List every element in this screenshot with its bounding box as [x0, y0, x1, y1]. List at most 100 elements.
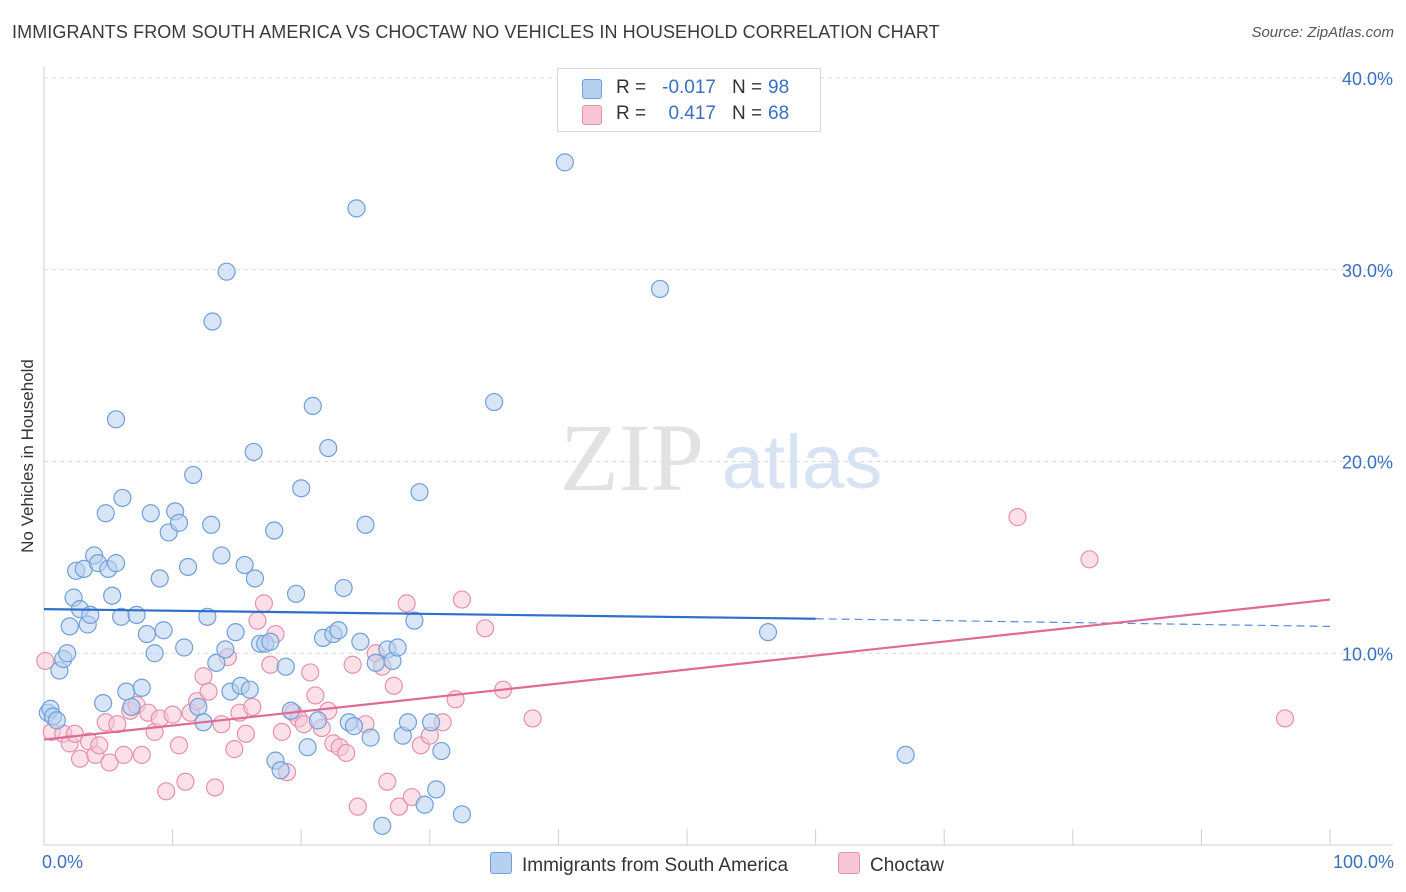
- immigrants-point: [150, 569, 169, 588]
- choctaw-point: [132, 745, 151, 764]
- immigrants-point: [758, 623, 778, 642]
- legend-swatch-pink: [582, 105, 602, 125]
- bottom-legend-label-immigrants: Immigrants from South America: [522, 855, 789, 876]
- immigrants-point: [298, 738, 317, 757]
- bottom-legend-swatch-blue: [490, 852, 512, 874]
- immigrants-point: [373, 816, 392, 835]
- immigrants-point: [189, 697, 208, 717]
- immigrants-point: [415, 795, 434, 814]
- immigrants-point: [271, 761, 290, 780]
- immigrants-point: [398, 713, 418, 732]
- immigrants-point: [141, 504, 160, 523]
- immigrants-trend-extension: [815, 618, 1331, 628]
- choctaw-point: [176, 772, 195, 791]
- choctaw-point: [70, 749, 90, 768]
- immigrants-point: [113, 488, 132, 508]
- choctaw-point: [384, 676, 403, 695]
- immigrants-point: [388, 638, 407, 657]
- choctaw-point: [243, 697, 262, 717]
- y-tick-label: 40.0%: [1342, 69, 1393, 89]
- immigrants-point: [106, 554, 126, 573]
- immigrants-point: [281, 701, 301, 720]
- immigrants-point: [175, 638, 194, 657]
- immigrants-point: [361, 728, 380, 747]
- choctaw-point: [225, 740, 244, 759]
- immigrants-point: [261, 632, 280, 651]
- immigrants-point: [351, 632, 370, 651]
- choctaw-point: [348, 797, 367, 816]
- immigrants-point: [202, 515, 221, 534]
- legend-n-value: 68: [768, 103, 790, 124]
- choctaw-point: [90, 736, 109, 755]
- legend-r-value: 0.417: [668, 103, 716, 124]
- immigrants-point: [896, 745, 915, 764]
- y-tick-labels: 10.0% 20.0% 30.0% 40.0%: [1342, 69, 1393, 664]
- choctaw-point: [1008, 508, 1027, 527]
- immigrants-point: [319, 438, 338, 458]
- immigrants-point: [265, 521, 284, 540]
- immigrants-point: [240, 680, 259, 699]
- legend-r-value: -0.017: [662, 77, 716, 98]
- immigrants-point: [485, 392, 504, 412]
- immigrants-point: [244, 442, 263, 462]
- choctaw-point: [205, 778, 225, 797]
- watermark-zip: ZIP: [560, 404, 704, 511]
- immigrants-points: [38, 153, 915, 835]
- immigrants-point: [217, 262, 236, 281]
- immigrants-point: [60, 617, 79, 636]
- choctaw-point: [261, 655, 280, 674]
- immigrants-point: [103, 586, 122, 605]
- choctaw-point: [272, 722, 292, 741]
- immigrants-point: [94, 694, 113, 713]
- immigrants-point: [132, 678, 151, 697]
- choctaw-point: [1275, 709, 1295, 728]
- watermark: ZIP atlas: [560, 404, 882, 511]
- immigrants-point: [122, 697, 141, 717]
- immigrants-point: [405, 611, 424, 630]
- immigrants-point: [427, 780, 446, 799]
- choctaw-point: [301, 663, 320, 682]
- y-tick-label: 30.0%: [1342, 261, 1393, 281]
- immigrants-point: [203, 312, 222, 331]
- choctaw-point: [236, 724, 256, 743]
- immigrants-point: [432, 741, 451, 761]
- immigrants-point: [650, 279, 670, 299]
- choctaw-point: [254, 594, 274, 613]
- choctaw-trend-line: [43, 598, 1331, 741]
- choctaw-point: [163, 705, 182, 724]
- choctaw-point: [100, 753, 119, 772]
- legend-swatch-blue: [582, 79, 602, 99]
- immigrants-point: [184, 465, 203, 485]
- choctaw-point: [343, 655, 362, 674]
- choctaw-point: [397, 594, 416, 613]
- choctaw-point: [108, 715, 127, 734]
- legend-n-label: N =: [732, 103, 763, 124]
- bottom-legend-swatch-pink: [838, 852, 860, 874]
- immigrants-point: [334, 578, 353, 598]
- immigrants-point: [96, 504, 115, 523]
- choctaw-point: [169, 736, 189, 755]
- choctaw-point: [1080, 550, 1099, 569]
- y-tick-label: 20.0%: [1342, 453, 1393, 473]
- legend-r-label: R =: [616, 77, 647, 98]
- choctaw-point: [378, 772, 397, 791]
- choctaw-point: [157, 782, 176, 801]
- choctaw-point: [36, 651, 55, 671]
- chart-title: IMMIGRANTS FROM SOUTH AMERICA VS CHOCTAW…: [12, 22, 940, 42]
- immigrants-point: [452, 805, 472, 824]
- immigrants-point: [216, 640, 235, 659]
- immigrants-point: [292, 479, 311, 498]
- immigrants-point: [308, 711, 328, 730]
- immigrants-point: [235, 555, 254, 575]
- immigrants-point: [178, 557, 198, 577]
- choctaw-point: [114, 745, 133, 764]
- immigrants-point: [207, 653, 226, 672]
- immigrants-point: [366, 653, 385, 672]
- immigrants-point: [347, 199, 366, 218]
- choctaw-point: [212, 715, 231, 734]
- x-tick-label-min: 0.0%: [42, 852, 84, 872]
- immigrants-point: [226, 623, 245, 642]
- bottom-legend-immigrants: Immigrants from South America: [490, 852, 788, 877]
- y-tick-label: 10.0%: [1342, 644, 1393, 664]
